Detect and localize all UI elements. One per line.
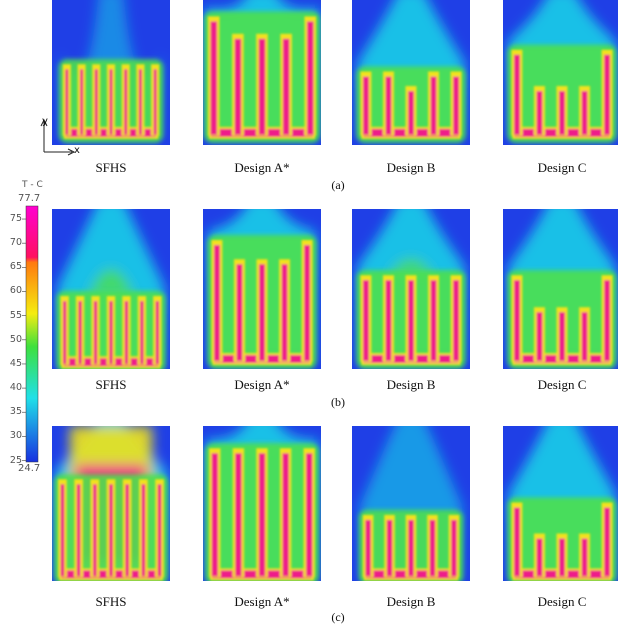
panel-caption: Design C xyxy=(537,377,587,392)
panel-row0-3 xyxy=(503,0,618,145)
panel-caption: Design B xyxy=(386,377,436,392)
panel-row1-0 xyxy=(52,209,170,369)
panel-caption: Design A* xyxy=(234,160,290,175)
colorbar-tick-label: 40 xyxy=(9,382,22,394)
colorbar-tick-label: 55 xyxy=(9,309,22,321)
panel-caption: Design A* xyxy=(234,594,290,609)
panel-row0-0 xyxy=(52,0,170,145)
colorbar-max-label: 77.7 xyxy=(18,193,41,204)
panel-row1-3 xyxy=(503,209,618,369)
colorbar-tick-label: 65 xyxy=(9,261,22,273)
panel-caption: Design B xyxy=(386,160,436,175)
colorbar-tick-label: 45 xyxy=(9,357,22,369)
panel-caption: Design C xyxy=(537,160,587,175)
panel-caption: SFHS xyxy=(95,377,127,392)
panel-caption: Design A* xyxy=(234,377,290,392)
axis-y-label: y xyxy=(42,116,48,127)
colorbar-tick-label: 25 xyxy=(9,454,22,466)
panel-caption: Design B xyxy=(386,594,436,609)
panel-row2-1 xyxy=(203,426,321,581)
colorbar-tick-label: 75 xyxy=(9,213,22,225)
axes-indicator xyxy=(40,118,76,156)
axis-x-label: x xyxy=(74,145,80,156)
colorbar-tick-label: 30 xyxy=(9,430,22,442)
row-label: (a) xyxy=(331,178,345,192)
colorbar-min-label: 24.7 xyxy=(18,463,41,474)
colorbar-tick-label: 50 xyxy=(9,333,22,345)
panel-caption: SFHS xyxy=(95,594,127,609)
colorbar-tick-label: 70 xyxy=(9,237,22,249)
panel-caption: Design C xyxy=(537,594,587,609)
colorbar xyxy=(25,205,39,463)
panel-row2-2 xyxy=(352,426,470,581)
colorbar-title: T - C xyxy=(22,180,43,190)
colorbar-tick-label: 60 xyxy=(9,285,22,297)
colorbar-tick-label: 35 xyxy=(9,406,22,418)
panel-row1-1 xyxy=(203,209,321,369)
panel-row2-0 xyxy=(52,426,170,581)
row-label: (b) xyxy=(331,395,345,409)
panel-row2-3 xyxy=(503,426,618,581)
panel-caption: SFHS xyxy=(95,160,127,175)
panel-row0-2 xyxy=(352,0,470,145)
panel-row0-1 xyxy=(203,0,321,145)
panel-row1-2 xyxy=(352,209,470,369)
